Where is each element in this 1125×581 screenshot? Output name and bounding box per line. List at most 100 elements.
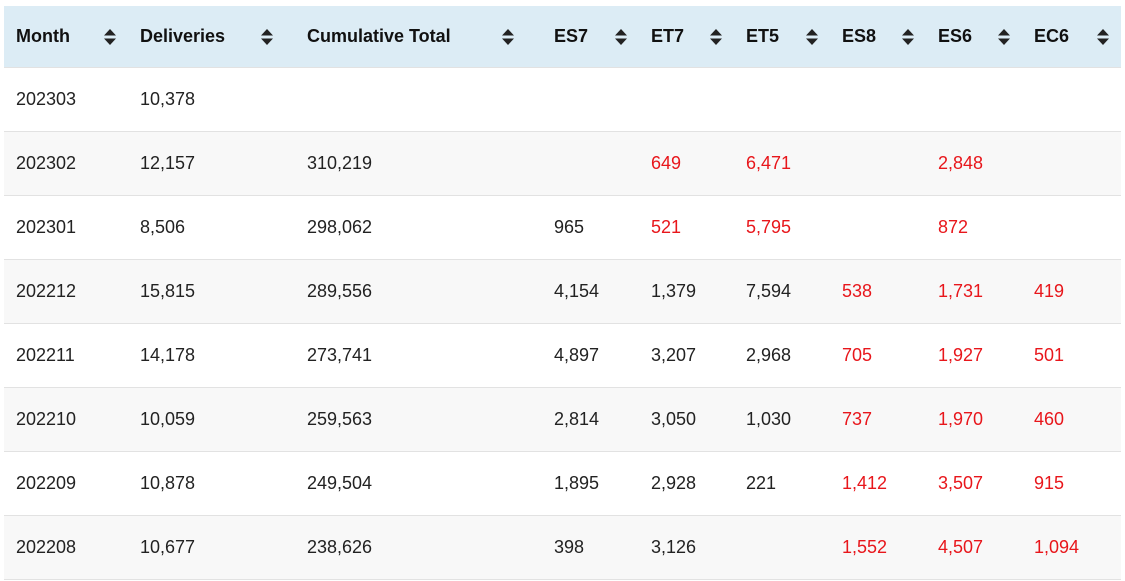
column-header-month[interactable]: Month xyxy=(4,6,128,68)
column-header-label: EC6 xyxy=(1034,26,1070,46)
cell-es8 xyxy=(830,131,926,196)
cell-cumulative-total: 259,563 xyxy=(295,387,542,452)
cell-es7: 398 xyxy=(542,515,639,580)
table-row: 202210 10,059 259,563 2,814 3,050 1,030 737 1,9… xyxy=(4,387,1121,452)
cell-et7: 3,126 xyxy=(639,515,734,580)
sort-icon[interactable] xyxy=(502,28,514,45)
cell-et7: 2,928 xyxy=(639,451,734,516)
cell-et7: 521 xyxy=(639,195,734,260)
cell-ec6: 915 xyxy=(1022,451,1121,516)
cell-es8: 1,412 xyxy=(830,451,926,516)
cell-es8: 737 xyxy=(830,387,926,452)
cell-month: 202301 xyxy=(4,195,128,260)
cell-cumulative-total: 289,556 xyxy=(295,259,542,324)
table-row: 202303 10,378 xyxy=(4,67,1121,132)
cell-cumulative-total: 310,219 xyxy=(295,131,542,196)
header-row: Month Deliveries Cumulative Total ES7 ET7 ET5… xyxy=(4,6,1121,68)
cell-es7: 965 xyxy=(542,195,639,260)
column-header-label: Cumulative Total xyxy=(307,26,451,46)
cell-es6: 4,507 xyxy=(926,515,1022,580)
cell-et7 xyxy=(639,67,734,132)
cell-et5: 2,968 xyxy=(734,323,830,388)
cell-month: 202210 xyxy=(4,387,128,452)
deliveries-table: Month Deliveries Cumulative Total ES7 ET7 ET5… xyxy=(4,6,1121,580)
cell-ec6 xyxy=(1022,131,1121,196)
cell-cumulative-total: 238,626 xyxy=(295,515,542,580)
cell-deliveries: 12,157 xyxy=(128,131,295,196)
table-row: 202209 10,878 249,504 1,895 2,928 221 1,412 3,5… xyxy=(4,451,1121,516)
cell-month: 202208 xyxy=(4,515,128,580)
cell-es7: 1,895 xyxy=(542,451,639,516)
cell-cumulative-total xyxy=(295,67,542,132)
cell-es7: 2,814 xyxy=(542,387,639,452)
cell-month: 202209 xyxy=(4,451,128,516)
cell-et5: 7,594 xyxy=(734,259,830,324)
cell-es6: 1,927 xyxy=(926,323,1022,388)
cell-es6: 3,507 xyxy=(926,451,1022,516)
cell-es8: 705 xyxy=(830,323,926,388)
cell-es6: 2,848 xyxy=(926,131,1022,196)
cell-ec6 xyxy=(1022,67,1121,132)
cell-cumulative-total: 273,741 xyxy=(295,323,542,388)
table-row: 202302 12,157 310,219 649 6,471 2,848 xyxy=(4,131,1121,196)
cell-ec6: 460 xyxy=(1022,387,1121,452)
cell-es7: 4,154 xyxy=(542,259,639,324)
column-header-ec6[interactable]: EC6 xyxy=(1022,6,1121,68)
cell-deliveries: 14,178 xyxy=(128,323,295,388)
cell-es8 xyxy=(830,67,926,132)
sort-icon[interactable] xyxy=(615,28,627,45)
column-header-label: ET7 xyxy=(651,26,685,46)
cell-et7: 3,050 xyxy=(639,387,734,452)
cell-deliveries: 8,506 xyxy=(128,195,295,260)
column-header-label: ES8 xyxy=(842,26,877,46)
sort-icon[interactable] xyxy=(104,28,116,45)
column-header-label: ES6 xyxy=(938,26,973,46)
sort-icon[interactable] xyxy=(806,28,818,45)
cell-ec6: 501 xyxy=(1022,323,1121,388)
cell-deliveries: 10,677 xyxy=(128,515,295,580)
sort-icon[interactable] xyxy=(998,28,1010,45)
cell-et7: 3,207 xyxy=(639,323,734,388)
cell-es7 xyxy=(542,131,639,196)
column-header-es8[interactable]: ES8 xyxy=(830,6,926,68)
cell-month: 202211 xyxy=(4,323,128,388)
sort-icon[interactable] xyxy=(902,28,914,45)
cell-es7 xyxy=(542,67,639,132)
cell-cumulative-total: 249,504 xyxy=(295,451,542,516)
column-header-deliveries[interactable]: Deliveries xyxy=(128,6,295,68)
column-header-label: Deliveries xyxy=(140,26,226,46)
sort-icon[interactable] xyxy=(1097,28,1109,45)
table-row: 202301 8,506 298,062 965 521 5,795 872 xyxy=(4,195,1121,260)
column-header-cumulative-total[interactable]: Cumulative Total xyxy=(295,6,542,68)
column-header-es7[interactable]: ES7 xyxy=(542,6,639,68)
cell-et5 xyxy=(734,67,830,132)
cell-month: 202302 xyxy=(4,131,128,196)
cell-et5: 221 xyxy=(734,451,830,516)
cell-et5: 5,795 xyxy=(734,195,830,260)
cell-month: 202212 xyxy=(4,259,128,324)
cell-es8 xyxy=(830,195,926,260)
cell-deliveries: 10,059 xyxy=(128,387,295,452)
table-row: 202212 15,815 289,556 4,154 1,379 7,594 538 1,7… xyxy=(4,259,1121,324)
sort-icon[interactable] xyxy=(261,28,273,45)
cell-et7: 649 xyxy=(639,131,734,196)
column-header-label: Month xyxy=(16,26,70,46)
cell-es8: 538 xyxy=(830,259,926,324)
table-row: 202208 10,677 238,626 398 3,126 1,552 4,507 1,0… xyxy=(4,515,1121,580)
cell-ec6: 419 xyxy=(1022,259,1121,324)
cell-deliveries: 10,878 xyxy=(128,451,295,516)
column-header-label: ET5 xyxy=(746,26,780,46)
column-header-es6[interactable]: ES6 xyxy=(926,6,1022,68)
cell-et5: 6,471 xyxy=(734,131,830,196)
cell-cumulative-total: 298,062 xyxy=(295,195,542,260)
cell-et5 xyxy=(734,515,830,580)
cell-es7: 4,897 xyxy=(542,323,639,388)
column-header-label: ES7 xyxy=(554,26,589,46)
data-table-container: Month Deliveries Cumulative Total ES7 ET7 ET5… xyxy=(4,6,1121,580)
cell-es6 xyxy=(926,67,1022,132)
column-header-et5[interactable]: ET5 xyxy=(734,6,830,68)
table-row: 202211 14,178 273,741 4,897 3,207 2,968 705 1,9… xyxy=(4,323,1121,388)
sort-icon[interactable] xyxy=(710,28,722,45)
column-header-et7[interactable]: ET7 xyxy=(639,6,734,68)
cell-es6: 872 xyxy=(926,195,1022,260)
